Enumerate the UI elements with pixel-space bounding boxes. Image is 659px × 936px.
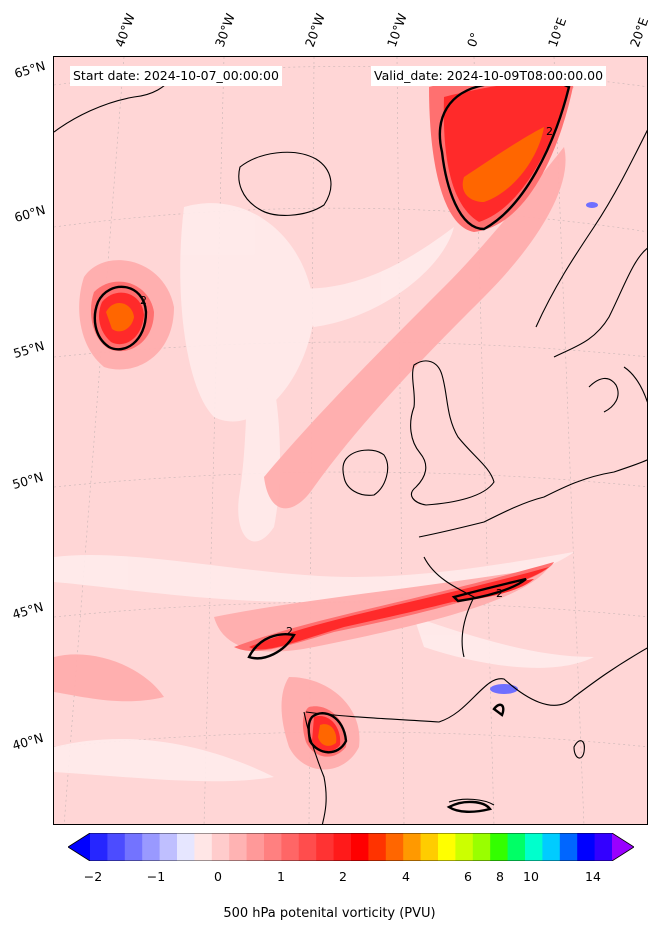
- lon-label-30w: 30°W: [211, 11, 238, 49]
- colorbar-segment: [211, 833, 230, 861]
- colorbar-segment: [438, 833, 456, 861]
- colorbar-segment: [142, 833, 161, 861]
- colorbar-segment: [177, 833, 195, 861]
- contour-label-east: 2: [496, 587, 503, 600]
- map-panel[interactable]: 2 2 2 2: [53, 56, 648, 825]
- pv-2-contours: [93, 78, 571, 813]
- colorbar-title: 500 hPa potenital vorticity (PVU): [223, 906, 436, 921]
- contour-label-west: 2: [140, 294, 147, 307]
- lon-label-20w: 20°W: [301, 11, 328, 49]
- colorbar-segment: [90, 833, 108, 861]
- lat-label-60n: 60°N: [12, 201, 47, 226]
- colorbar-segment: [229, 833, 248, 861]
- colorbar-tick: 10: [523, 869, 539, 884]
- colorbar-segment: [507, 833, 526, 861]
- colorbar-segment: [159, 833, 178, 861]
- colorbar-tick: 1: [277, 869, 285, 884]
- colorbar-segment: [385, 833, 404, 861]
- colorbar-segment: [264, 833, 282, 861]
- colorbar-segment: [455, 833, 474, 861]
- colorbar: [68, 833, 634, 861]
- lat-label-40n: 40°N: [10, 729, 45, 754]
- colorbar-segment: [577, 833, 596, 861]
- colorbar-extend-max: [612, 833, 634, 861]
- colorbar-segment: [472, 833, 491, 861]
- lon-label-10e: 10°E: [544, 15, 570, 49]
- colorbar-segment: [246, 833, 265, 861]
- colorbar-segment: [107, 833, 126, 861]
- colorbar-segment: [420, 833, 439, 861]
- colorbar-tick: −1: [146, 869, 166, 884]
- colorbar-segment: [490, 833, 509, 861]
- colorbar-segment: [124, 833, 143, 861]
- contour-label-jet: 2: [286, 625, 293, 638]
- colorbar-tick: 14: [585, 869, 601, 884]
- colorbar-segment: [281, 833, 300, 861]
- colorbar-segment: [368, 833, 387, 861]
- start-date-label: Start date: 2024-10-07_00:00:00: [70, 66, 282, 86]
- colorbar-segment: [525, 833, 543, 861]
- colorbar-tick: 2: [339, 869, 347, 884]
- colorbar-segment: [194, 833, 213, 861]
- peak-pv-regions: [106, 127, 544, 746]
- coastlines: [54, 76, 647, 824]
- contour-label-north: 2: [546, 125, 553, 138]
- colorbar-segment: [351, 833, 369, 861]
- colorbar-segment: [594, 833, 613, 861]
- lon-label-20e: 20°E: [626, 15, 652, 49]
- colorbar-segment: [298, 833, 317, 861]
- colorbar-tick: 6: [464, 869, 472, 884]
- lat-label-50n: 50°N: [10, 468, 45, 493]
- colorbar-segment: [403, 833, 422, 861]
- lat-label-45n: 45°N: [10, 598, 45, 623]
- colorbar-segment: [316, 833, 335, 861]
- colorbar-segment: [542, 833, 561, 861]
- contour-labels: 2 2 2 2: [140, 125, 553, 638]
- negative-pv-regions: [490, 202, 598, 694]
- pv-field-map: 2 2 2 2: [54, 57, 647, 824]
- colorbar-tick: 0: [214, 869, 222, 884]
- lon-label-40w: 40°W: [111, 11, 138, 49]
- colorbar-extend-min: [68, 833, 90, 861]
- colorbar-tick: −2: [83, 869, 103, 884]
- colorbar-tick: 8: [496, 869, 504, 884]
- colorbar-segment: [559, 833, 578, 861]
- lat-label-55n: 55°N: [11, 337, 46, 362]
- lat-label-65n: 65°N: [12, 57, 47, 82]
- colorbar-segment: [333, 833, 352, 861]
- lon-label-0: 0°: [463, 30, 483, 49]
- valid-date-label: Valid_date: 2024-10-09T08:00:00.00: [371, 66, 607, 86]
- colorbar-tick: 4: [402, 869, 410, 884]
- lon-label-10w: 10°W: [383, 11, 410, 49]
